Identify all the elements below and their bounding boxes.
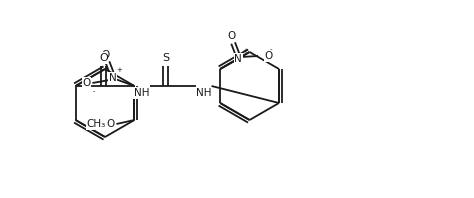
Text: O: O <box>82 78 91 88</box>
Text: -: - <box>92 88 95 94</box>
Text: -: - <box>270 46 273 52</box>
Text: NH: NH <box>196 88 211 98</box>
Text: CH₃: CH₃ <box>87 119 106 129</box>
Text: N: N <box>234 54 242 64</box>
Text: N: N <box>109 73 116 83</box>
Text: O: O <box>99 53 108 63</box>
Text: +: + <box>242 48 248 54</box>
Text: NH: NH <box>134 88 149 98</box>
Text: O: O <box>227 31 235 41</box>
Text: S: S <box>162 53 169 63</box>
Text: O: O <box>101 50 109 60</box>
Text: O: O <box>106 119 114 129</box>
Text: O: O <box>264 51 273 61</box>
Text: +: + <box>117 67 122 73</box>
